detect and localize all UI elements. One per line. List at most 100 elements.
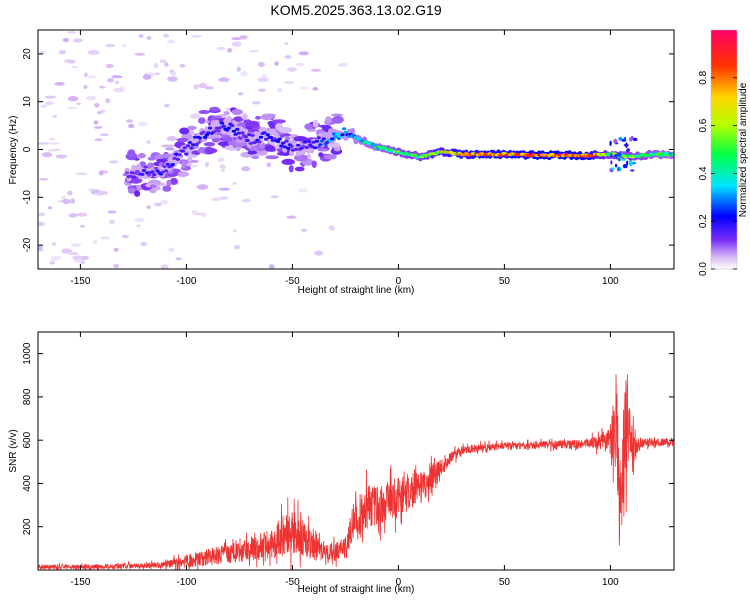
speckle-mark: [49, 261, 56, 265]
speckle-mark: [87, 75, 97, 79]
speckle-mark: [113, 263, 120, 269]
speckle-mark: [163, 33, 170, 38]
spot-mark: [609, 140, 612, 146]
ridge-core-mark: [214, 126, 220, 130]
snr-frame: [37, 331, 675, 571]
speckle-mark: [113, 247, 119, 252]
spot-mark: [632, 137, 638, 142]
ridge-core-mark: [372, 143, 377, 147]
y-tick-label: 400: [22, 475, 33, 492]
speckle-mark: [154, 202, 162, 207]
speckle-mark: [114, 80, 120, 85]
cluster-mark: [169, 177, 178, 185]
ridge-core-mark: [202, 135, 208, 139]
ridge-core-mark: [314, 139, 320, 143]
speckle-mark: [284, 55, 292, 59]
speckle-mark: [146, 140, 151, 145]
y-tick-label: 10: [22, 96, 33, 108]
speckle-mark: [204, 161, 209, 168]
speckle-mark: [49, 137, 56, 141]
speckle-mark: [146, 205, 151, 210]
cluster-mark: [149, 189, 157, 194]
ridge-core-mark: [286, 146, 291, 150]
x-tick-label: 100: [602, 577, 619, 588]
cluster-mark: [317, 148, 329, 152]
speckle-mark: [258, 88, 266, 92]
speckle-mark: [170, 71, 176, 76]
spot-mark: [625, 142, 628, 148]
x-tick-label: 50: [499, 276, 511, 287]
ridge-core-mark: [197, 136, 203, 140]
ridge-core-mark: [128, 174, 133, 178]
ridge-core-mark: [236, 131, 242, 135]
speckle-mark: [312, 87, 319, 91]
speckle-mark: [159, 59, 167, 64]
ridge-core-mark: [201, 130, 206, 134]
x-tick-label: 0: [396, 276, 402, 287]
cluster-mark: [227, 141, 237, 145]
speckle-mark: [134, 217, 145, 222]
cluster-mark: [176, 171, 189, 178]
cluster-mark: [312, 119, 319, 128]
ridge-core-mark: [671, 153, 674, 156]
speckle-mark: [261, 74, 267, 78]
speckle-mark: [299, 86, 308, 90]
speckle-mark: [239, 35, 248, 40]
cluster-mark: [264, 145, 276, 152]
speckle-mark: [258, 61, 265, 68]
speckle-mark: [92, 239, 98, 245]
speckle-mark: [55, 154, 67, 159]
ridge-core-mark: [277, 137, 282, 141]
ridge-core-mark: [321, 137, 326, 141]
speckle-mark: [53, 148, 61, 152]
speckle-mark: [140, 241, 148, 246]
cluster-mark: [223, 111, 230, 116]
ridge-core-mark: [213, 129, 218, 133]
speckle-mark: [136, 224, 141, 228]
cluster-mark: [331, 113, 343, 117]
speckle-mark: [40, 104, 47, 108]
speckle-mark: [58, 50, 67, 55]
ridge-core-mark: [240, 131, 245, 135]
speckle-mark: [77, 212, 88, 217]
speckle-mark: [62, 37, 70, 43]
ridge-core-mark: [185, 144, 191, 148]
speckle-mark: [164, 62, 169, 67]
speckle-mark: [231, 41, 242, 47]
speckle-mark: [227, 48, 233, 53]
ridge-halo-mark: [168, 156, 174, 163]
ridge-core-mark: [279, 144, 284, 148]
ridge-core-mark: [313, 146, 318, 150]
speckle-mark: [217, 157, 225, 163]
speckle-mark: [125, 119, 133, 123]
ridge-core-mark: [282, 145, 287, 149]
speckle-mark: [266, 162, 272, 168]
ridge-core-mark: [284, 139, 289, 143]
speckle-mark: [329, 226, 335, 231]
speckle-mark: [67, 190, 73, 196]
speckle-mark: [45, 101, 54, 106]
cluster-mark: [137, 152, 146, 159]
spot-mark: [626, 148, 630, 153]
speckle-mark: [41, 152, 53, 158]
ridge-core-mark: [172, 156, 177, 160]
colorbar-frame: [710, 29, 738, 270]
speckle-mark: [142, 74, 152, 80]
ridge-core-mark: [216, 129, 221, 133]
ridge-core-mark: [257, 140, 262, 144]
spot-mark: [620, 151, 627, 155]
speckle-mark: [218, 187, 231, 191]
cluster-mark: [217, 141, 231, 147]
ridge-core-mark: [248, 141, 253, 145]
colorbar-label: Normalized spectral amplitude: [738, 82, 749, 217]
cluster-mark: [255, 115, 261, 120]
ridge-halo-mark: [224, 117, 230, 124]
cluster-mark: [327, 142, 340, 148]
cluster-mark: [187, 154, 198, 158]
spot-mark: [616, 152, 622, 157]
speckle-mark: [146, 36, 152, 40]
speckle-mark: [268, 264, 275, 269]
colorbar: 0.0 0.2 0.4 0.6 0.8 Normalized spectral ampl…: [698, 29, 749, 276]
ridge-core-mark: [263, 137, 269, 141]
ridge-core-mark: [269, 136, 274, 139]
